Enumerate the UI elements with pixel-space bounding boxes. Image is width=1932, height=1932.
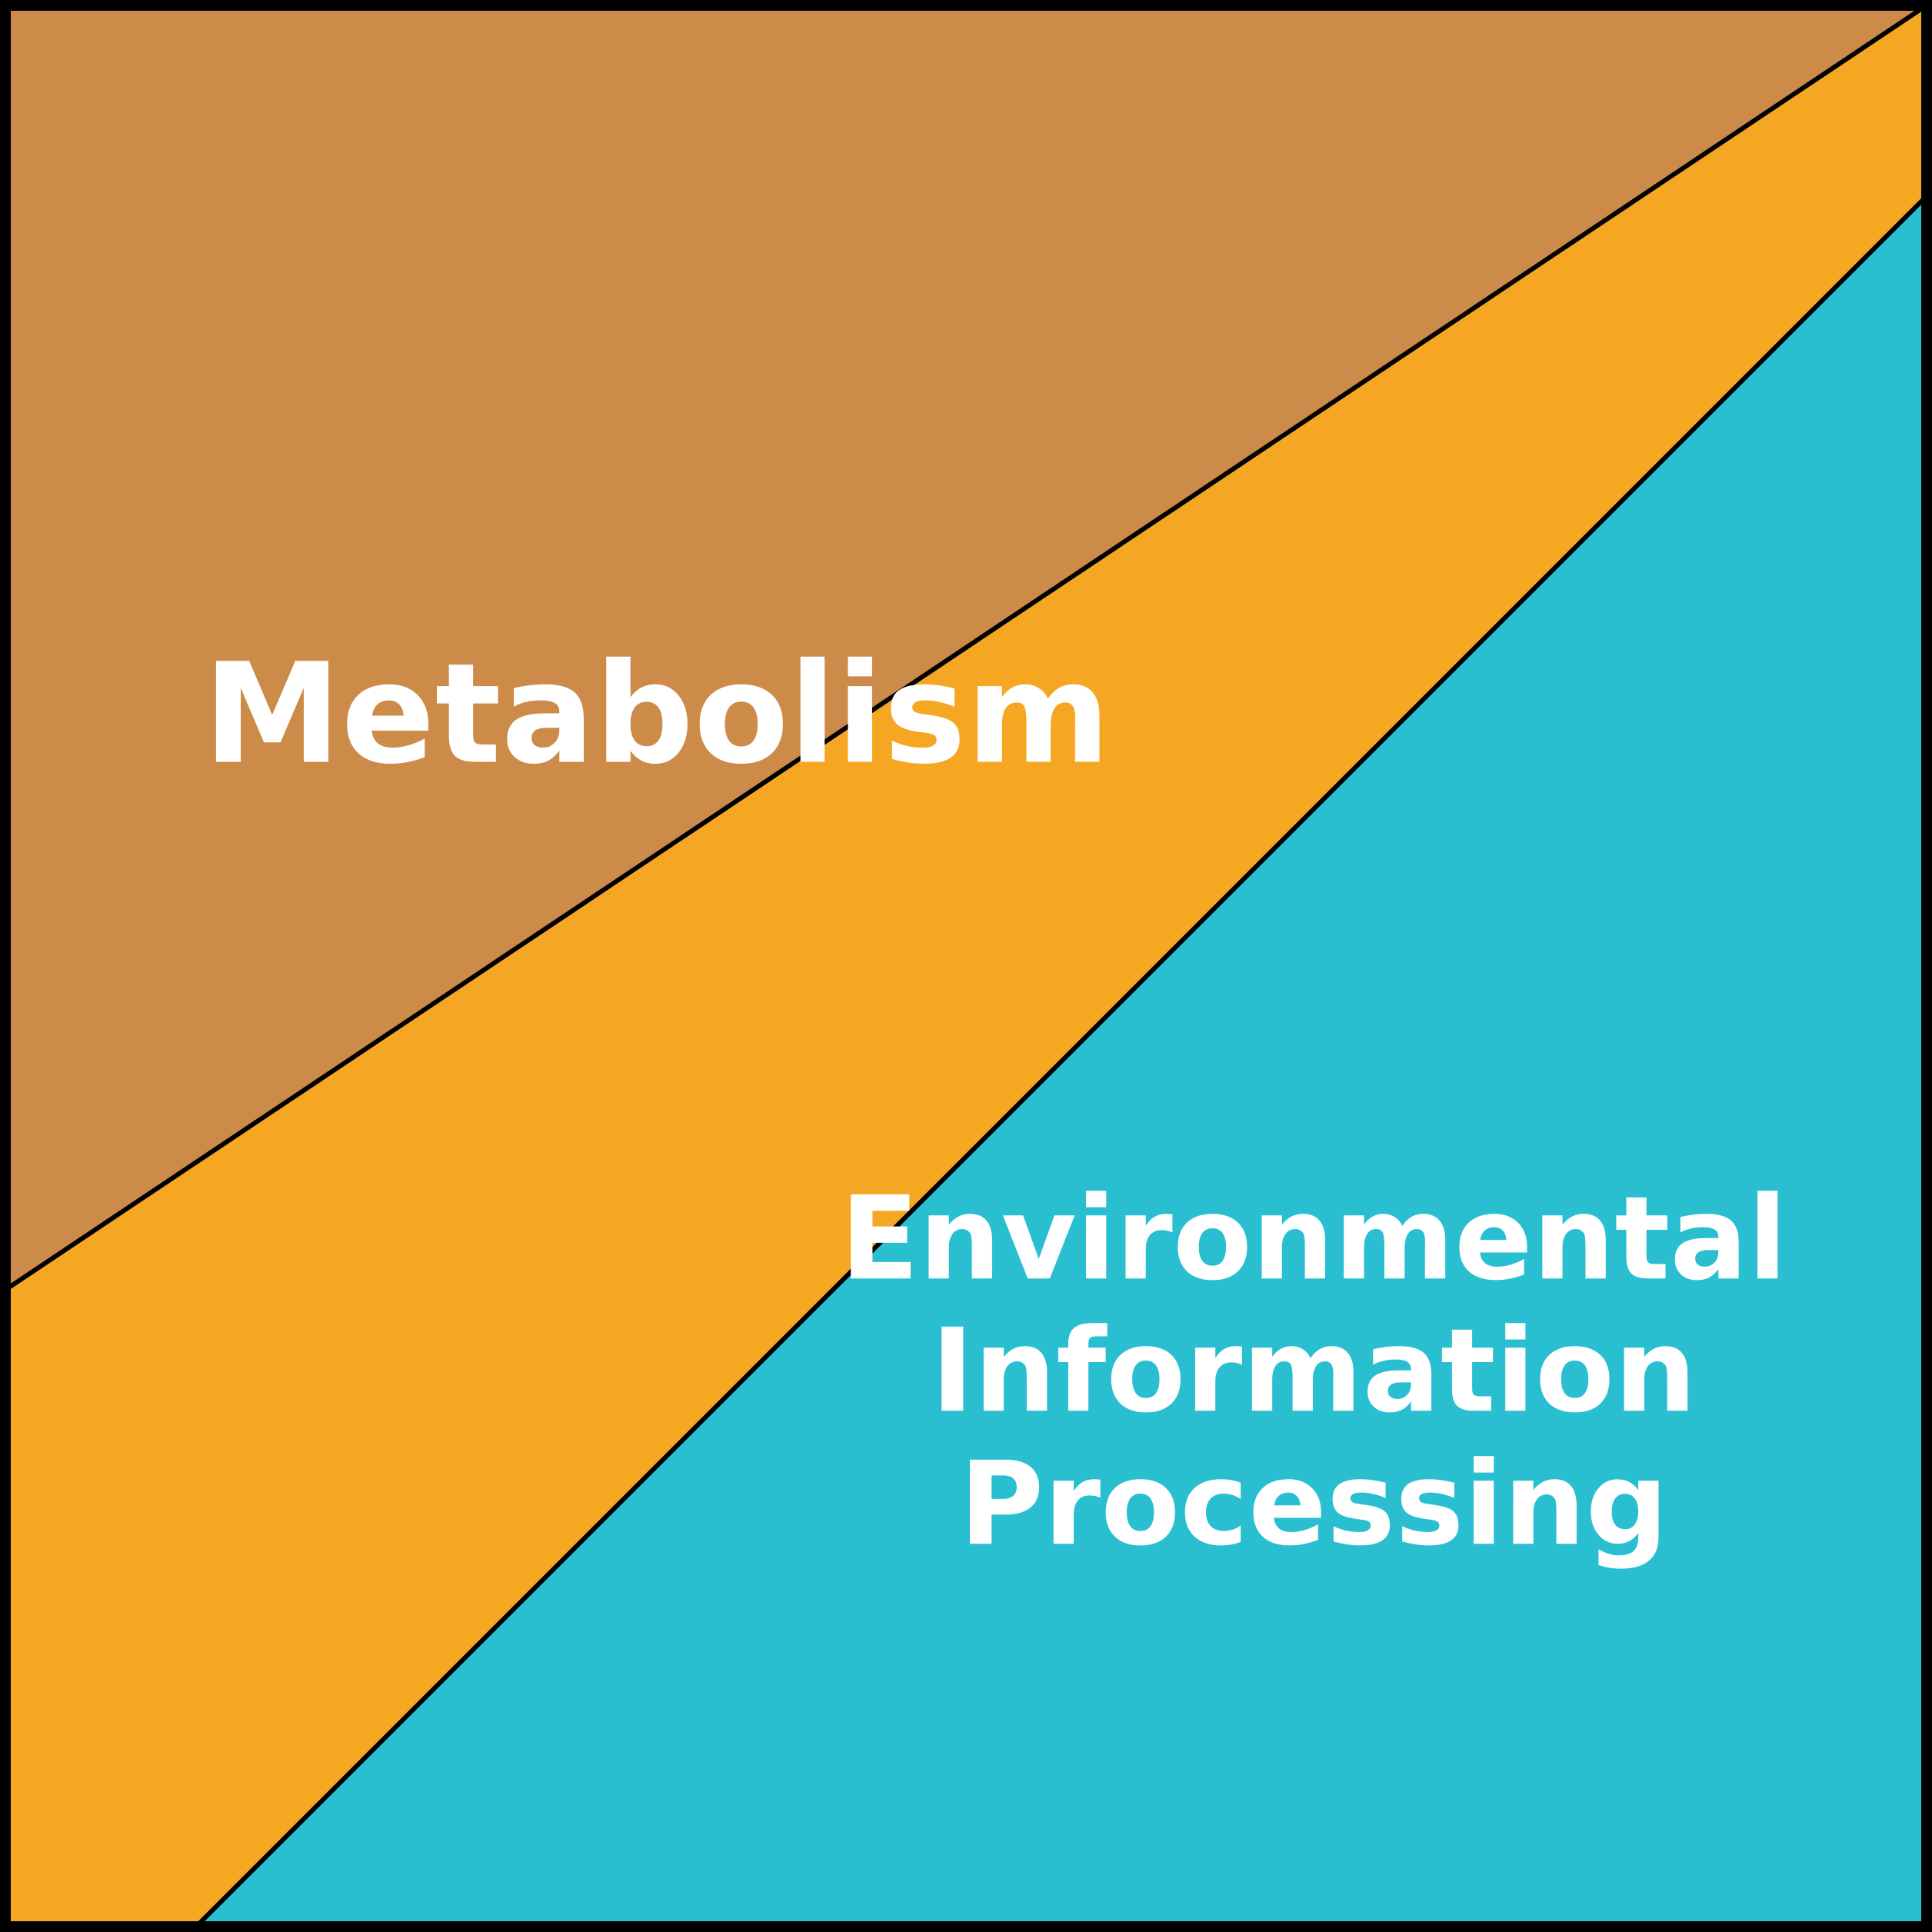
diagram-svg [0,0,1932,1932]
diagram-stage: Metabolism Environmental Information Pro… [0,0,1932,1932]
